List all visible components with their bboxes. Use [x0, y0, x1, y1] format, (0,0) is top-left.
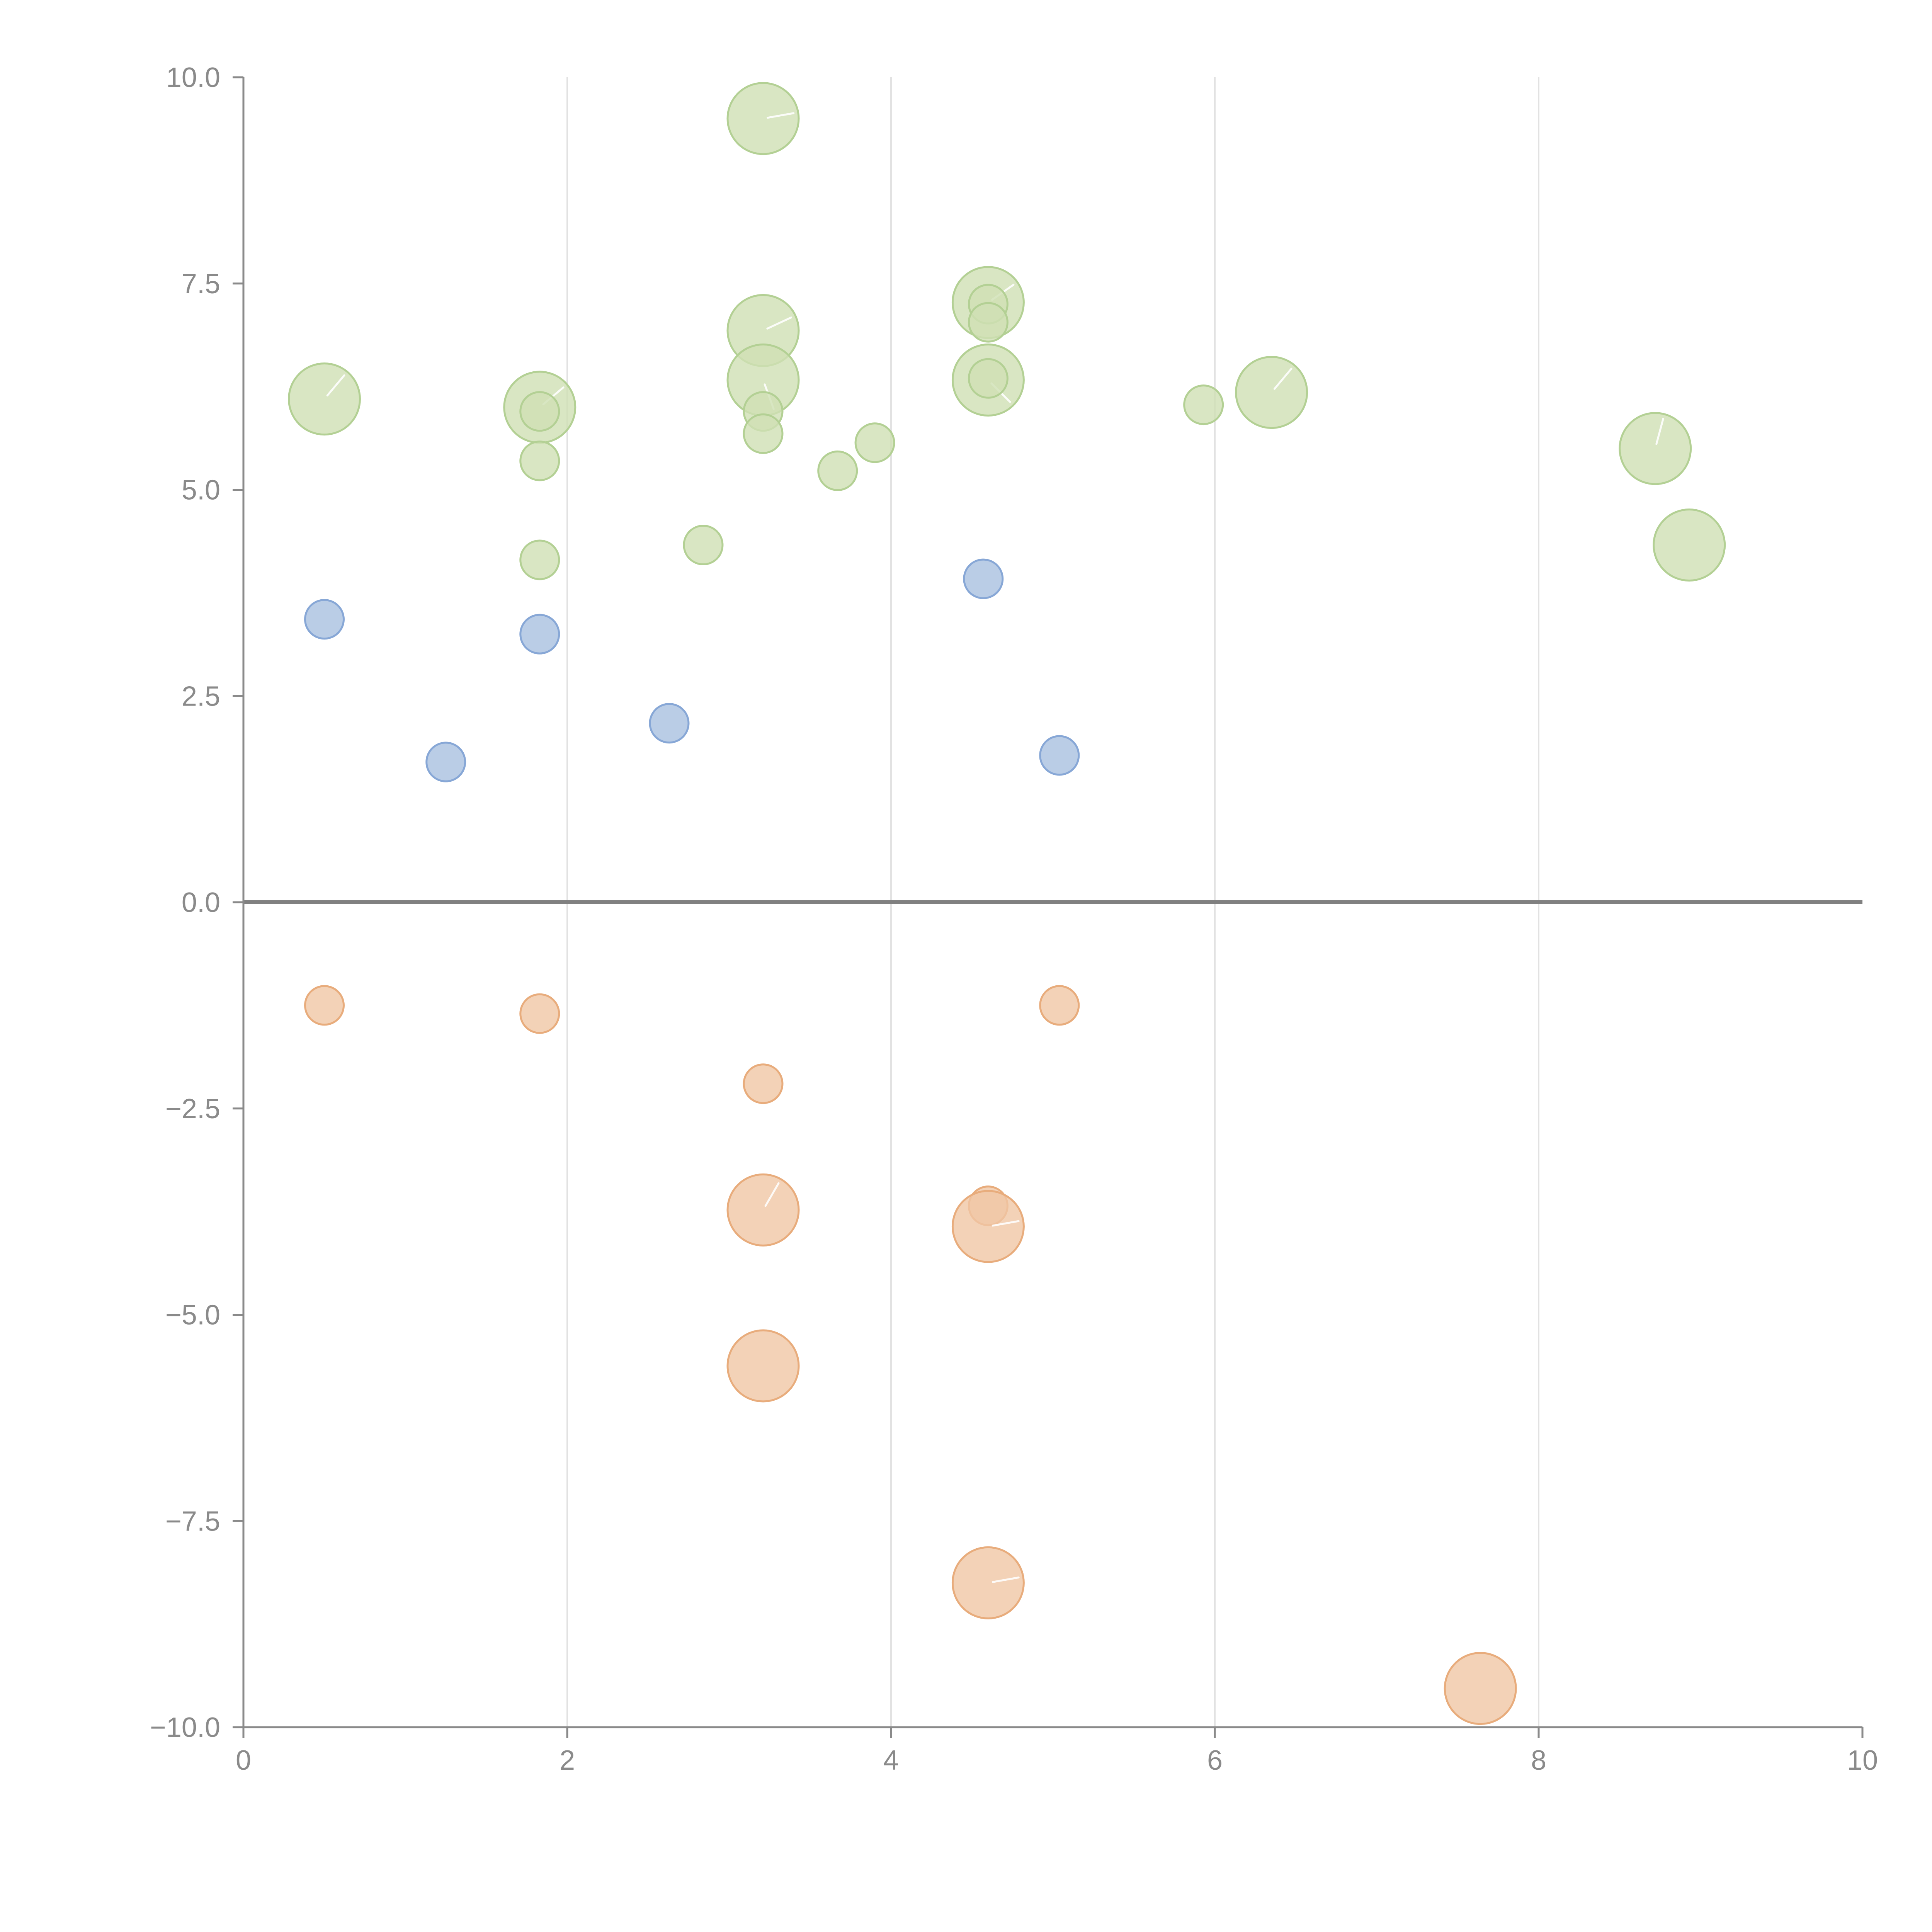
x-tick-label: 0 — [236, 1745, 251, 1776]
green-bubble — [743, 413, 784, 454]
orange-bubble — [951, 1546, 1025, 1619]
y-tick-label: 7.5 — [182, 269, 220, 299]
green-bubble — [519, 440, 560, 481]
green-bubble — [288, 362, 361, 436]
green-bubble — [817, 450, 858, 491]
green-bubble-highlight — [767, 112, 795, 119]
orange-bubble-highlight — [764, 1182, 780, 1207]
green-bubble — [1619, 412, 1692, 485]
green-bubble-highlight — [1655, 417, 1664, 445]
green-bubble-highlight — [766, 316, 792, 330]
green-bubble — [519, 539, 560, 580]
green-bubble — [726, 82, 800, 155]
blue-bubble — [1039, 735, 1080, 776]
green-bubble — [854, 422, 895, 463]
x-tick-label: 4 — [883, 1745, 899, 1776]
orange-bubble — [519, 993, 560, 1034]
x-tick-label: 2 — [560, 1745, 575, 1776]
blue-bubble — [649, 703, 690, 744]
y-tick-label: −10.0 — [150, 1712, 220, 1743]
blue-bubble — [519, 614, 560, 655]
orange-bubble-highlight — [992, 1220, 1020, 1227]
green-bubble — [1653, 509, 1726, 582]
bubbles — [288, 82, 1726, 1725]
green-bubble — [968, 302, 1009, 343]
green-bubble — [1183, 384, 1224, 425]
green-bubble — [1235, 356, 1308, 429]
orange-bubble — [304, 985, 345, 1026]
y-tick-label: 10.0 — [166, 62, 220, 93]
green-bubble-highlight — [326, 374, 345, 396]
y-tick-label: −7.5 — [165, 1506, 220, 1537]
y-tick-label: 5.0 — [182, 475, 220, 506]
orange-bubble-highlight — [992, 1576, 1020, 1583]
y-tick-label: 2.5 — [182, 681, 220, 712]
orange-bubble — [951, 1190, 1025, 1263]
green-bubble — [519, 391, 560, 432]
x-tick-label: 6 — [1207, 1745, 1223, 1776]
orange-bubble — [1039, 985, 1080, 1026]
orange-bubble — [1444, 1652, 1517, 1725]
blue-bubble — [963, 558, 1004, 599]
x-tick-label: 10 — [1847, 1745, 1878, 1776]
green-bubble — [683, 525, 724, 566]
x-tick-label: 8 — [1531, 1745, 1546, 1776]
orange-bubble — [743, 1063, 784, 1104]
blue-bubble — [425, 742, 466, 782]
y-tick-label: −5.0 — [165, 1300, 220, 1331]
blue-bubble — [304, 599, 345, 640]
orange-bubble — [726, 1173, 800, 1247]
axes: 10.0 7.5 5.0 2.5 0.0 −2.5 −5.0 −7.5 −10.0 0 2 4 6 8 10 — [150, 62, 1878, 1776]
green-bubble — [968, 358, 1009, 399]
orange-bubble — [726, 1329, 800, 1403]
green-bubble-highlight — [1273, 367, 1293, 390]
y-tick-label: −2.5 — [165, 1094, 220, 1124]
y-tick-label: 0.0 — [182, 887, 220, 918]
